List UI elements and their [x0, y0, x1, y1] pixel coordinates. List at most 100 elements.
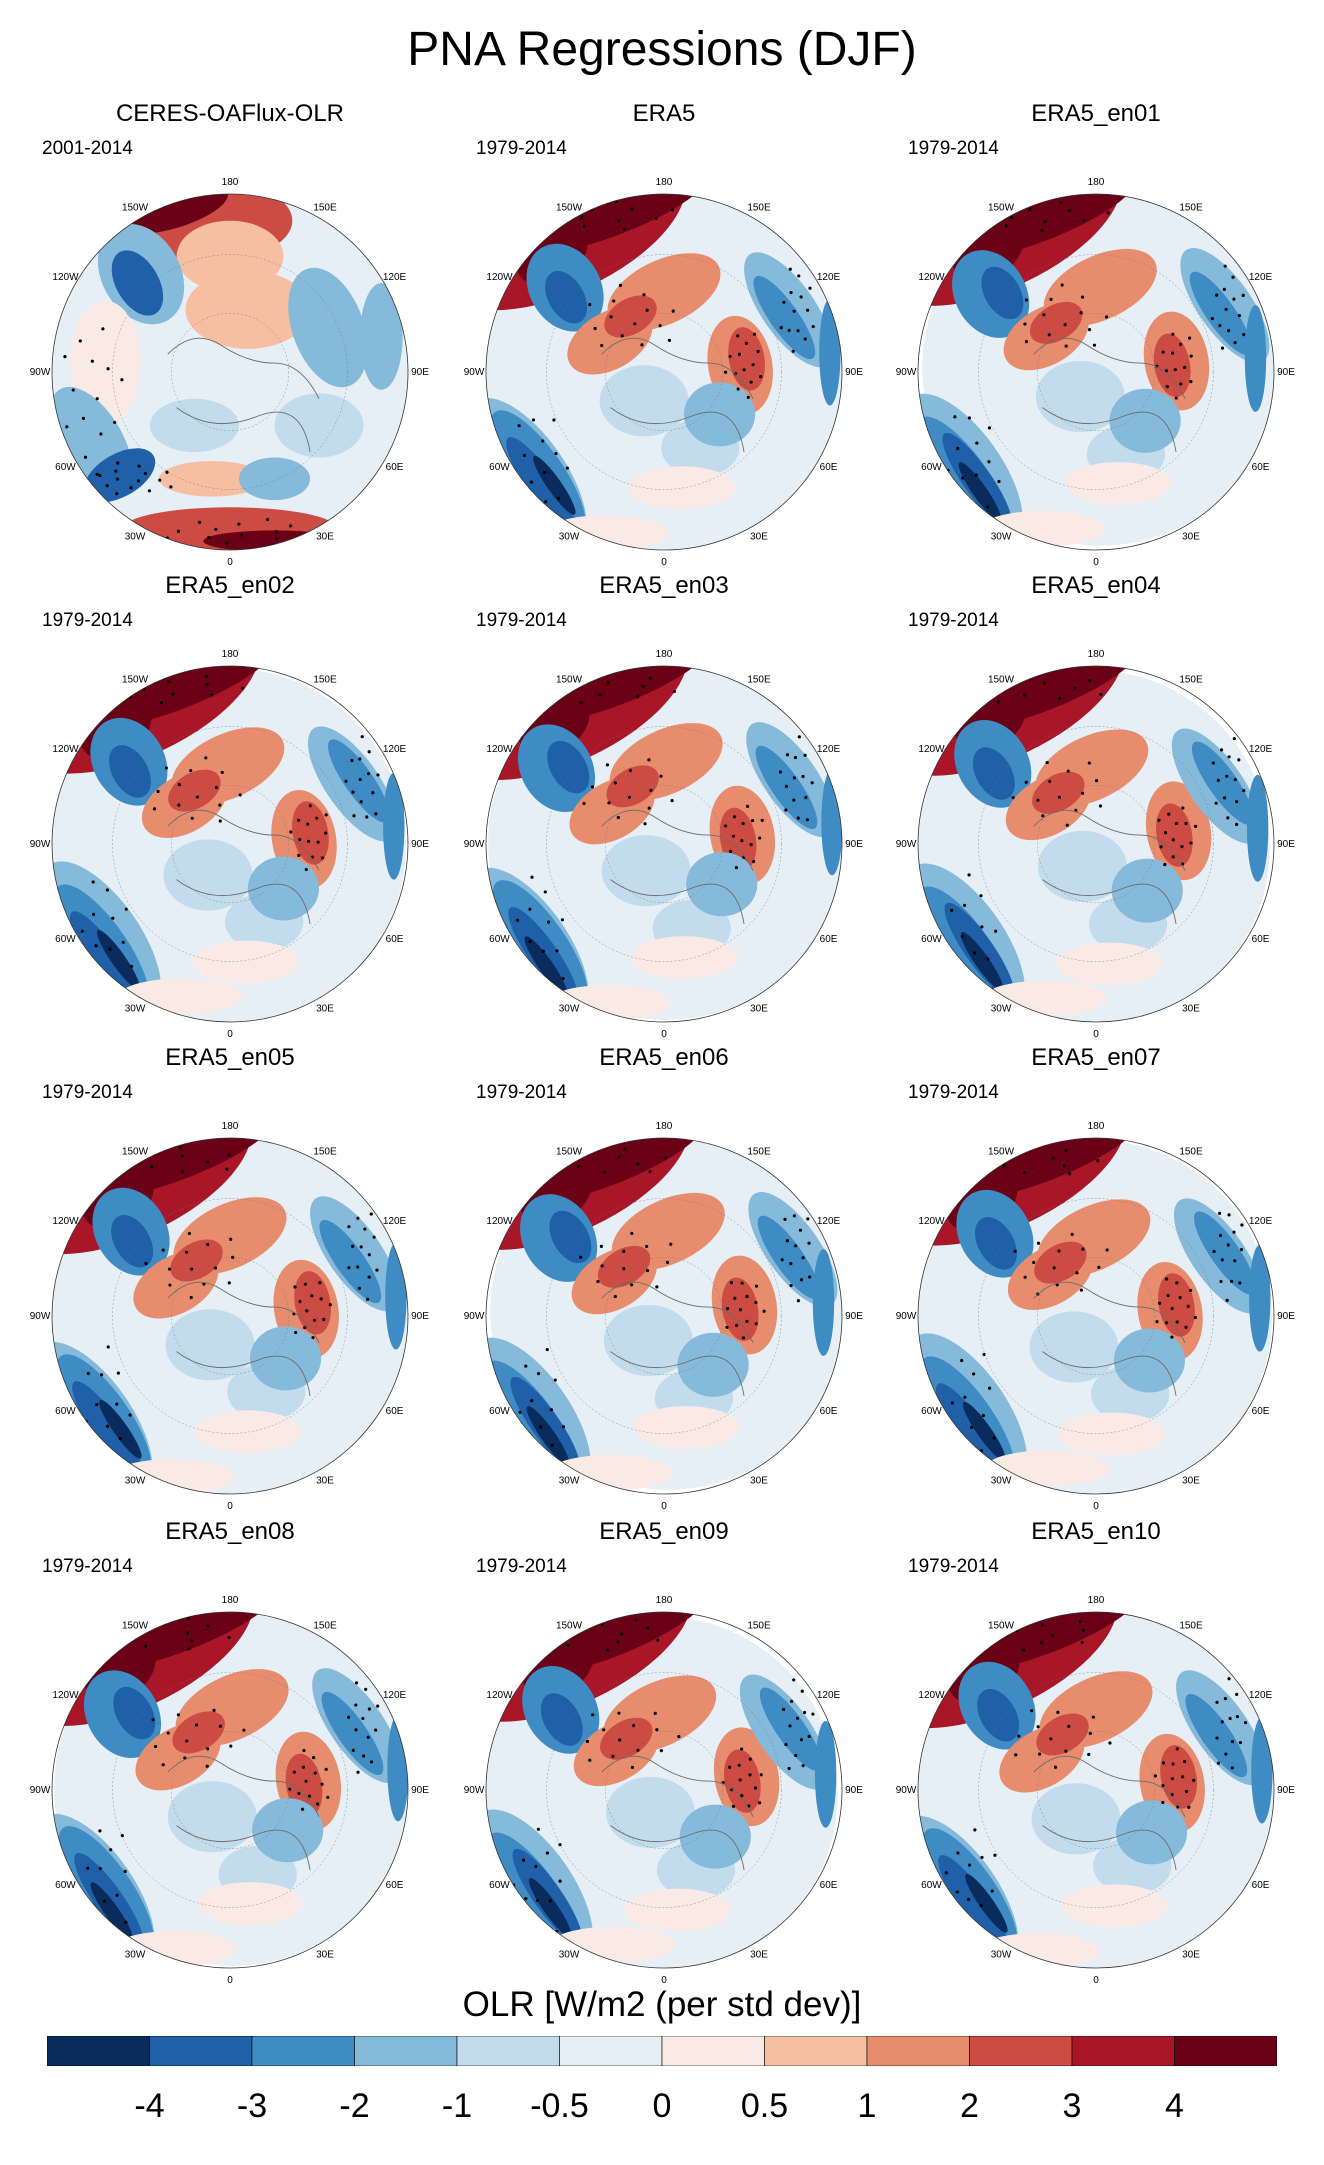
longitude-label: 120W	[486, 272, 513, 283]
significance-dot	[310, 1294, 314, 1298]
significance-dot	[1053, 1765, 1058, 1769]
longitude-label: 60E	[386, 462, 404, 473]
significance-dot	[364, 1687, 368, 1691]
longitude-label: 30E	[750, 1476, 768, 1487]
field-contour	[165, 1309, 255, 1381]
significance-dot	[1189, 841, 1193, 845]
significance-dot	[590, 1141, 594, 1145]
field-contour	[757, 1215, 820, 1299]
significance-dot	[1179, 342, 1183, 346]
longitude-label: 180	[656, 1121, 673, 1132]
significance-dot	[187, 1647, 191, 1651]
significance-dot	[762, 1309, 766, 1313]
longitude-label: 150W	[988, 1146, 1015, 1157]
significance-dot	[962, 1465, 967, 1469]
significance-dot	[356, 1216, 360, 1220]
significance-dot	[177, 803, 181, 807]
longitude-label: 90E	[411, 1311, 429, 1322]
significance-dot	[645, 1268, 650, 1273]
significance-dot	[798, 1228, 803, 1232]
significance-dot	[958, 1434, 963, 1439]
significance-dot	[1214, 801, 1218, 805]
field-contour	[528, 1878, 572, 1937]
significance-dot	[70, 1159, 74, 1163]
significance-dot	[1157, 818, 1161, 822]
significance-dot	[1087, 327, 1092, 332]
significance-dot	[1184, 1789, 1189, 1794]
significance-dot	[521, 1621, 526, 1625]
significance-dot	[1226, 329, 1231, 333]
significance-dot	[1192, 1778, 1196, 1782]
polar-map: 180 150E 120E 90E 60E 30E 0 30W 60W 90W 120W 150W	[30, 177, 430, 568]
significance-dot	[302, 1748, 306, 1753]
significance-dot	[739, 1747, 744, 1751]
field-contour	[385, 1242, 407, 1350]
significance-dot	[618, 283, 623, 287]
significance-dot	[105, 888, 109, 892]
significance-dot	[298, 837, 302, 842]
coastline	[601, 809, 754, 925]
field-contour	[935, 1383, 1006, 1479]
panel-period: 1979-2014	[908, 138, 999, 159]
significance-dot	[1237, 313, 1241, 318]
field-contour	[238, 457, 311, 501]
field-contour	[113, 1686, 156, 1740]
latitude-circle	[605, 313, 723, 431]
significance-dot	[734, 1323, 739, 1328]
longitude-label: 90E	[845, 1311, 863, 1322]
colorbar-tick-label: 0.5	[740, 2087, 789, 2125]
significance-dot	[227, 1153, 231, 1157]
significance-dot	[1082, 1628, 1086, 1633]
significance-dot	[617, 1155, 621, 1159]
significance-dot	[792, 776, 797, 780]
significance-dot	[324, 813, 328, 817]
significance-dot	[108, 947, 112, 951]
longitude-label: 120W	[918, 272, 945, 283]
significance-dot	[1217, 1211, 1222, 1215]
significance-dot	[1092, 343, 1097, 347]
significance-dot	[346, 1715, 351, 1719]
significance-dot	[792, 1214, 796, 1218]
panel-period: 1979-2014	[476, 610, 567, 631]
longitude-label: 120E	[383, 1690, 407, 1701]
significance-dot	[1042, 313, 1046, 317]
significance-dot	[1171, 332, 1175, 336]
significance-dot	[794, 1244, 798, 1248]
significance-dot	[1105, 1248, 1109, 1252]
longitude-label: 90W	[30, 1311, 51, 1322]
significance-dot	[799, 1278, 804, 1282]
significance-dot	[987, 1642, 991, 1646]
significance-dot	[725, 1306, 730, 1311]
longitude-label: 30E	[316, 532, 334, 543]
field-contour	[1037, 830, 1127, 903]
significance-dot	[994, 929, 998, 933]
significance-dot	[950, 1401, 955, 1405]
significance-dot	[312, 1318, 317, 1322]
significance-dot	[1037, 1141, 1042, 1146]
significance-dot	[523, 1928, 527, 1932]
significance-dot	[1030, 1709, 1034, 1713]
significance-dot	[204, 674, 209, 678]
significance-dot	[807, 1241, 811, 1245]
significance-dot	[951, 956, 955, 961]
significance-dot	[376, 1704, 380, 1708]
significance-dot	[212, 1708, 216, 1712]
latitude-circle	[1037, 313, 1155, 431]
field-contour	[84, 448, 156, 503]
longitude-label: 150W	[556, 1146, 583, 1157]
significance-dot	[782, 300, 786, 304]
significance-dot	[374, 812, 378, 816]
significance-dot	[304, 1779, 308, 1783]
significance-dot	[204, 756, 208, 760]
significance-dot	[324, 1767, 328, 1772]
significance-dot	[84, 1455, 88, 1459]
longitude-label: 90W	[464, 367, 485, 378]
colorbar	[47, 2036, 1277, 2066]
longitude-label: 150W	[556, 1620, 583, 1631]
significance-dot	[632, 1723, 636, 1728]
significance-dot	[1161, 1783, 1165, 1788]
significance-dot	[176, 529, 181, 533]
longitude-label: 120W	[52, 272, 79, 283]
significance-dot	[975, 441, 979, 445]
latitude-circle	[546, 1672, 782, 1908]
